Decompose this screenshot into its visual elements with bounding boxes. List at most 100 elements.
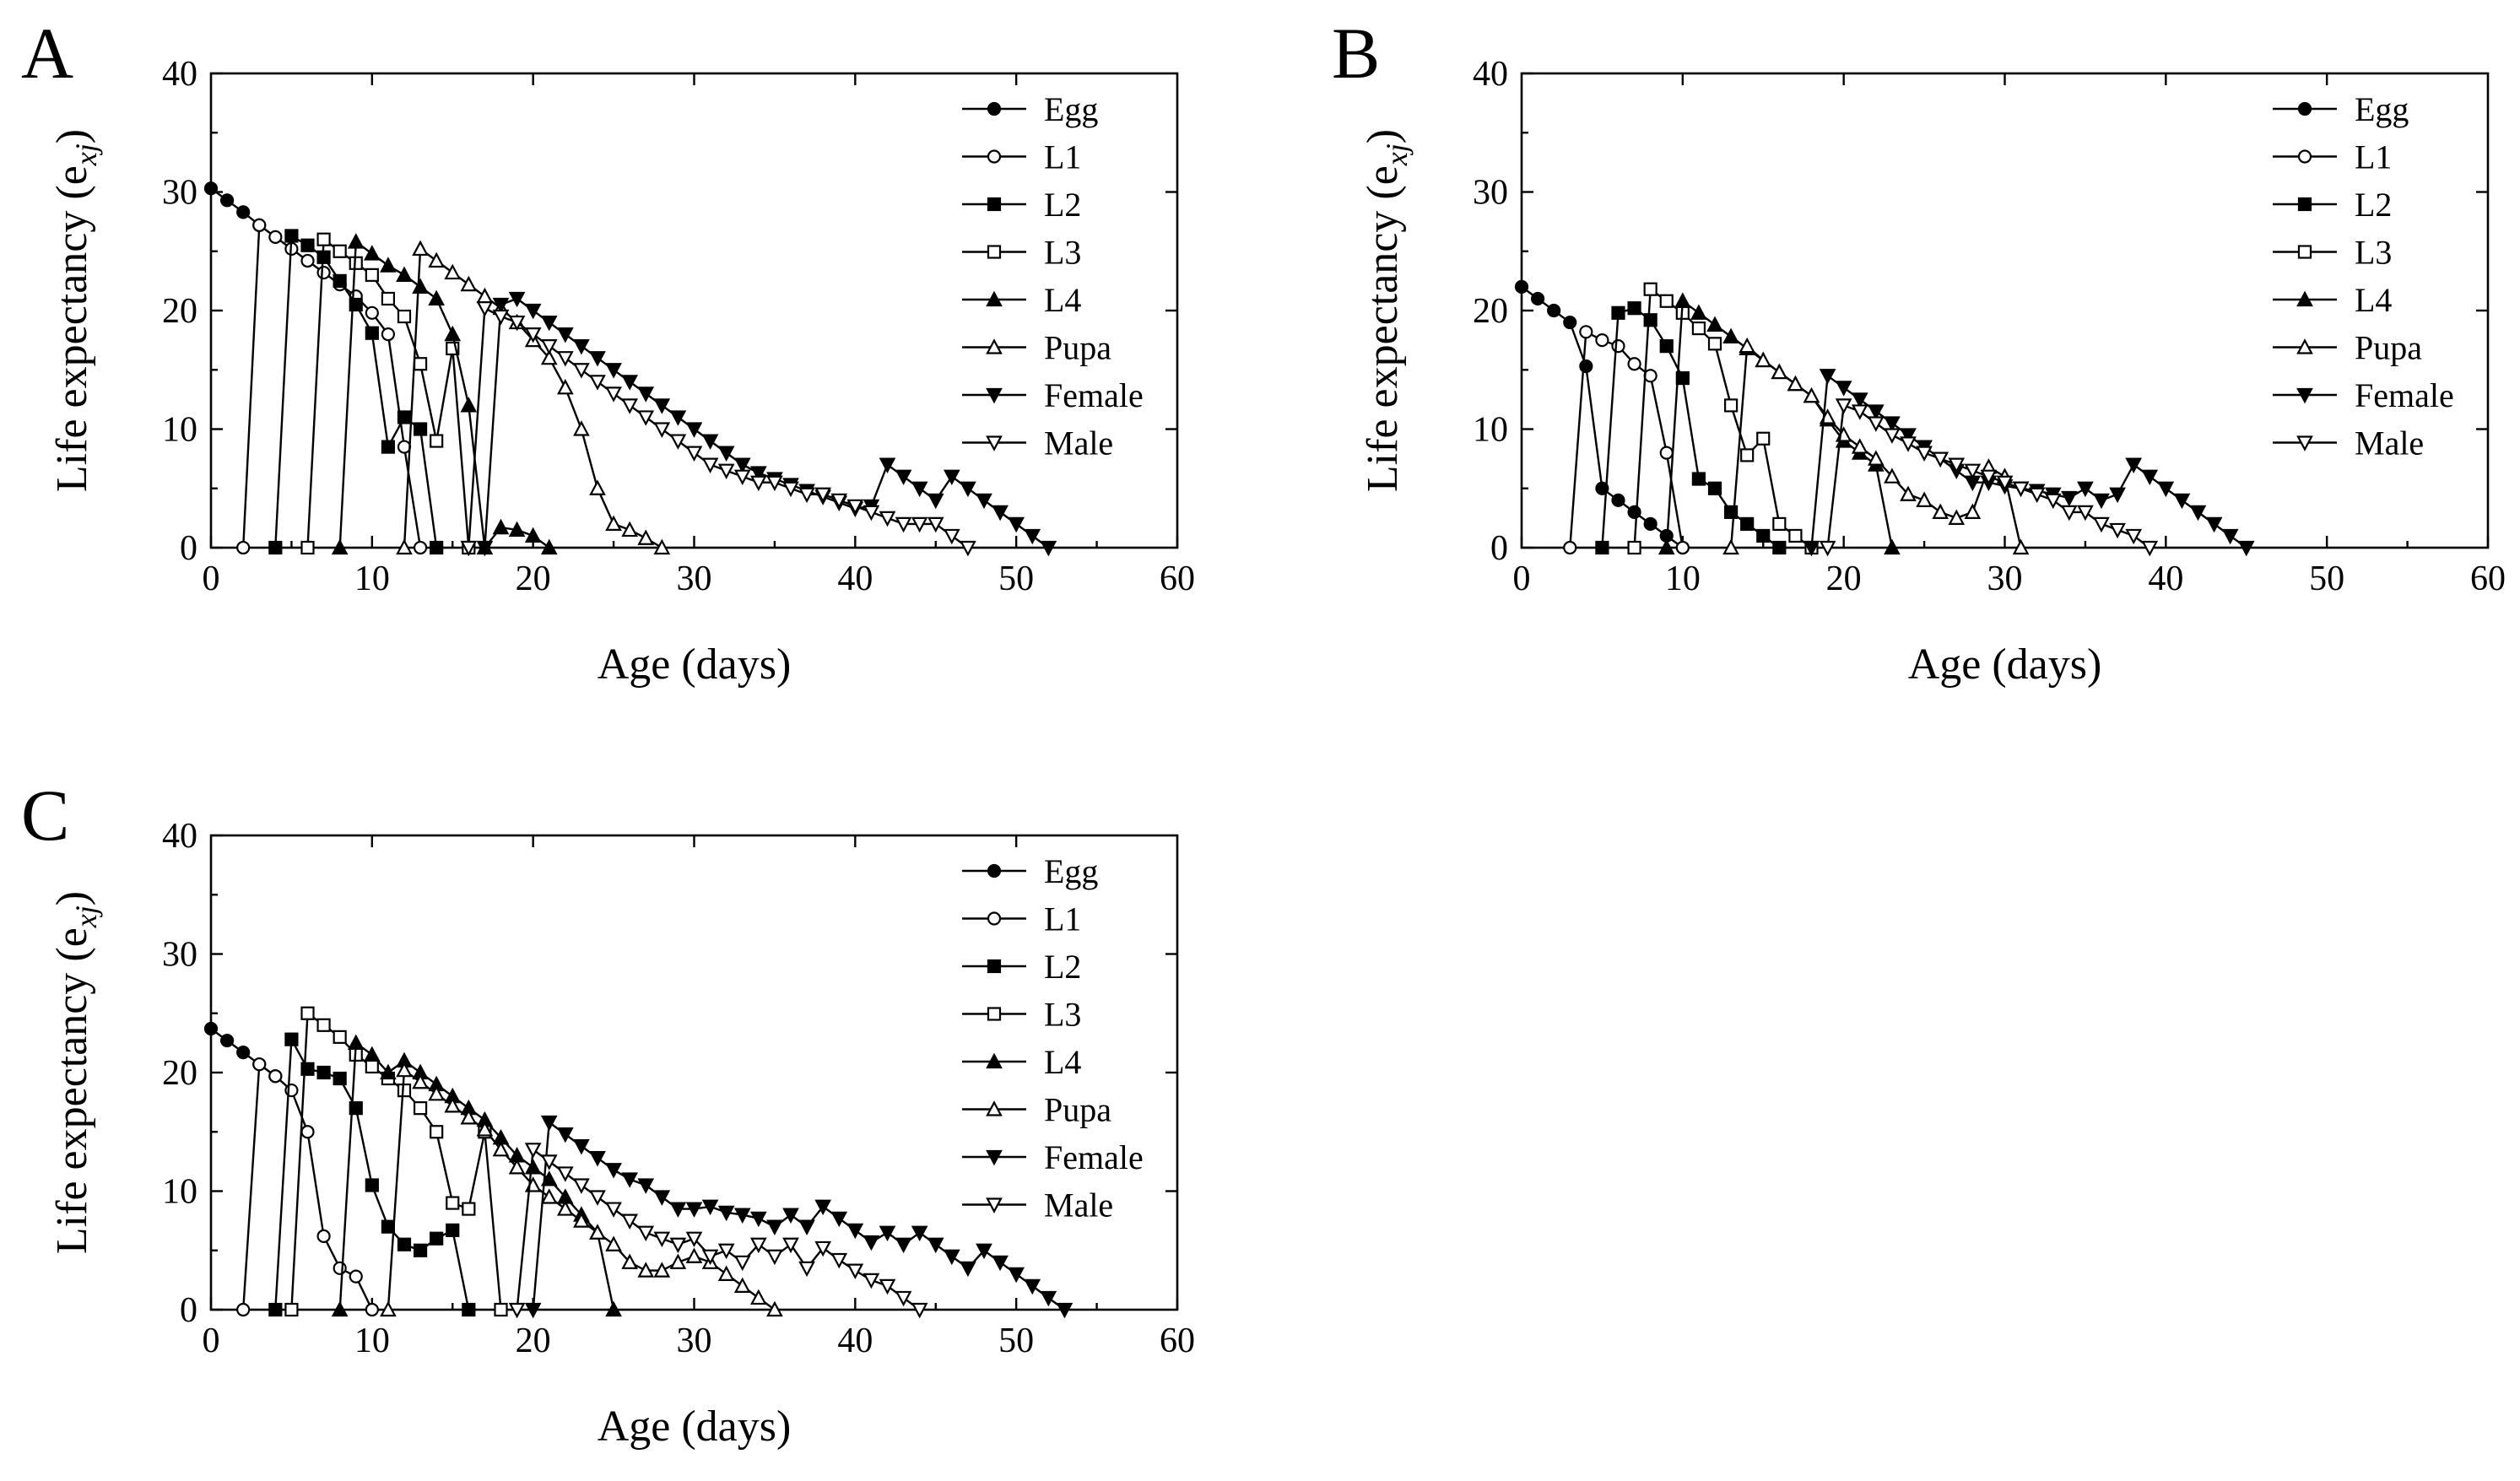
data-point: [1008, 516, 1025, 533]
legend-label: Female: [2355, 376, 2454, 414]
data-point: [1772, 540, 1787, 555]
x-tick-label: 0: [203, 1322, 220, 1360]
legend-label: L3: [1044, 996, 1081, 1034]
data-point: [381, 1219, 396, 1234]
data-point: [1547, 303, 1561, 318]
data-point: [637, 1225, 655, 1242]
data-point: [333, 273, 347, 288]
data-point: [863, 1273, 880, 1289]
data-point: [1657, 538, 1675, 555]
data-point: [960, 1261, 976, 1278]
data-point: [798, 487, 815, 504]
data-point: [444, 1097, 462, 1113]
data-point: [733, 1208, 751, 1224]
data-point: [524, 1143, 542, 1159]
data-point: [2093, 493, 2110, 510]
legend-label: L2: [2355, 186, 2392, 224]
x-tick-label: 40: [2148, 559, 2183, 598]
data-point: [2012, 481, 2030, 498]
data-point: [380, 1300, 397, 1317]
series-line: [532, 1120, 1066, 1311]
data-point: [492, 1140, 510, 1157]
data-point: [717, 463, 735, 480]
data-point: [413, 422, 428, 436]
y-axis-title-main: Life expectancy (e: [48, 927, 96, 1254]
legend-entry: Male: [962, 1186, 1113, 1224]
data-point: [540, 339, 558, 355]
x-tick-label: 20: [516, 559, 551, 598]
series-line: [484, 297, 1050, 549]
data-point: [397, 440, 412, 454]
legend-label: Egg: [1044, 852, 1098, 890]
data-point: [589, 1151, 606, 1167]
series-l4: [331, 233, 558, 555]
data-point: [540, 1154, 558, 1170]
data-point: [524, 527, 542, 543]
data-point: [1884, 416, 1901, 432]
x-tick-label: 60: [2470, 559, 2506, 598]
data-point: [653, 538, 671, 555]
legend-label: L2: [1044, 186, 1081, 224]
data-point: [413, 1101, 428, 1116]
data-point: [364, 1046, 381, 1062]
data-point: [1659, 446, 1674, 460]
data-point: [2109, 487, 2126, 504]
data-point: [268, 540, 283, 555]
data-point: [430, 1125, 444, 1139]
data-point: [669, 410, 687, 426]
data-point: [846, 499, 864, 516]
data-point: [589, 479, 606, 495]
y-tick-label: 40: [1473, 55, 1508, 94]
data-point: [749, 1211, 767, 1228]
data-point: [605, 363, 622, 379]
x-tick-label: 60: [1160, 559, 1195, 598]
data-point: [396, 1061, 413, 1078]
data-point: [879, 1278, 896, 1295]
data-point: [1884, 538, 1901, 555]
data-point: [879, 457, 896, 473]
legend-entry: L2: [962, 186, 1081, 224]
data-point: [621, 1253, 639, 1269]
x-tick-label: 50: [998, 559, 1034, 598]
data-point: [846, 1263, 864, 1279]
data-point: [1595, 540, 1609, 555]
series-male: [460, 301, 976, 557]
legend-marker: [987, 149, 1002, 164]
data-point: [1611, 305, 1625, 320]
legend-marker: [2297, 197, 2312, 212]
data-point: [284, 1302, 299, 1317]
legend-marker: [986, 290, 1003, 307]
series-egg: [1514, 279, 1690, 555]
data-point: [412, 278, 429, 294]
y-axis-title-main: Life expectancy (e: [48, 165, 96, 492]
data-point: [1980, 469, 1998, 486]
data-point: [284, 229, 299, 243]
data-point: [717, 1265, 735, 1281]
data-point: [1884, 428, 1901, 444]
legend-marker: [2296, 435, 2313, 451]
data-point: [1835, 398, 1852, 414]
series-line: [1665, 299, 1894, 549]
data-point: [396, 538, 413, 555]
legend-entry: L4: [2273, 281, 2392, 319]
data-point: [428, 251, 446, 268]
data-point: [524, 1302, 542, 1319]
data-point: [556, 351, 574, 367]
data-point: [1900, 436, 1917, 452]
legend-marker: [2296, 290, 2313, 307]
legend-label: L3: [1044, 234, 1081, 272]
data-point: [476, 301, 494, 317]
data-point: [462, 1202, 476, 1216]
data-point: [1787, 375, 1804, 392]
y-tick-label: 30: [1473, 174, 1508, 213]
data-point: [2141, 469, 2159, 486]
data-point: [397, 1237, 412, 1251]
data-point: [830, 493, 848, 510]
series-line: [1633, 287, 1813, 549]
data-point: [2205, 516, 2223, 533]
data-point: [573, 363, 590, 379]
x-tick-label: 60: [1160, 1322, 1195, 1360]
data-point: [669, 434, 687, 450]
series-line: [242, 223, 422, 549]
legend-marker: [987, 911, 1002, 926]
